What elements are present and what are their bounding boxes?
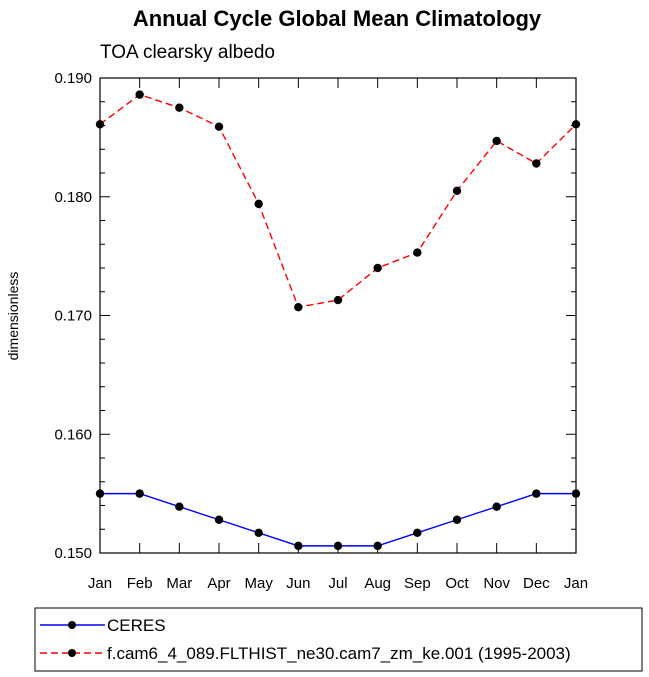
x-tick-label: Dec: [523, 575, 550, 592]
series-1-point: [254, 199, 263, 209]
chart-subtitle: TOA clearsky albedo: [100, 42, 275, 63]
series-1-point: [452, 186, 462, 196]
series-1-point: [373, 263, 382, 273]
series-0-point: [254, 528, 263, 538]
x-tick-label: Nov: [483, 575, 510, 592]
plot-frame: [99, 77, 577, 554]
series-0-point: [135, 489, 144, 498]
series-1-point: [413, 248, 422, 257]
series-0-point: [373, 541, 382, 551]
series-1-point: [571, 120, 581, 129]
series-0-point: [294, 541, 303, 551]
x-tick-label: Jan: [564, 575, 588, 592]
x-tick-label: Jan: [88, 575, 112, 592]
series-line-0: [100, 492, 576, 547]
y-tick-label: 0.180: [54, 189, 92, 206]
series-0-point: [413, 528, 422, 538]
legend-label-model: f.cam6_4_089.FLTHIST_ne30.cam7_zm_ke.001…: [107, 644, 571, 663]
x-tick-label: Apr: [207, 575, 230, 592]
y-tick-label: 0.150: [54, 545, 92, 562]
x-tick-label: Jul: [328, 575, 347, 592]
y-axis-label: dimensionless: [5, 272, 21, 361]
x-tick-label: Feb: [127, 575, 153, 592]
series-1-point: [532, 159, 541, 168]
series-0-point: [214, 515, 224, 524]
series-0-point: [95, 489, 105, 498]
legend-box: [34, 607, 643, 672]
series-1-point: [492, 136, 501, 146]
x-tick-label: Sep: [404, 575, 431, 592]
x-tick-label: Aug: [364, 575, 391, 592]
y-tick-label: 0.160: [54, 426, 92, 443]
x-tick-label: Jun: [286, 575, 310, 592]
x-tick-label: Oct: [445, 575, 469, 592]
y-tick-label: 0.190: [54, 70, 92, 87]
series-1-point: [175, 103, 184, 112]
legend-marker-ceres: [68, 621, 76, 629]
series-0-point: [333, 541, 343, 551]
series-0-point: [175, 502, 184, 511]
legend-marker-model: [68, 649, 76, 657]
x-tick-label: Mar: [166, 575, 192, 592]
series-line-1: [99, 93, 577, 308]
series-0-point: [452, 515, 462, 524]
series-1-point: [333, 295, 343, 305]
x-tick-label: May: [244, 575, 273, 592]
legend-label-ceres: CERES: [107, 616, 166, 635]
series-1-point: [95, 120, 105, 129]
series-1-point: [214, 122, 224, 131]
chart-title: Annual Cycle Global Mean Climatology: [133, 6, 542, 31]
y-tick-label: 0.170: [54, 308, 92, 325]
series-0-point: [492, 502, 501, 511]
series-0-point: [571, 489, 581, 498]
series-1-point: [294, 302, 303, 312]
series-1-point: [135, 90, 144, 99]
series-0-point: [532, 489, 541, 498]
